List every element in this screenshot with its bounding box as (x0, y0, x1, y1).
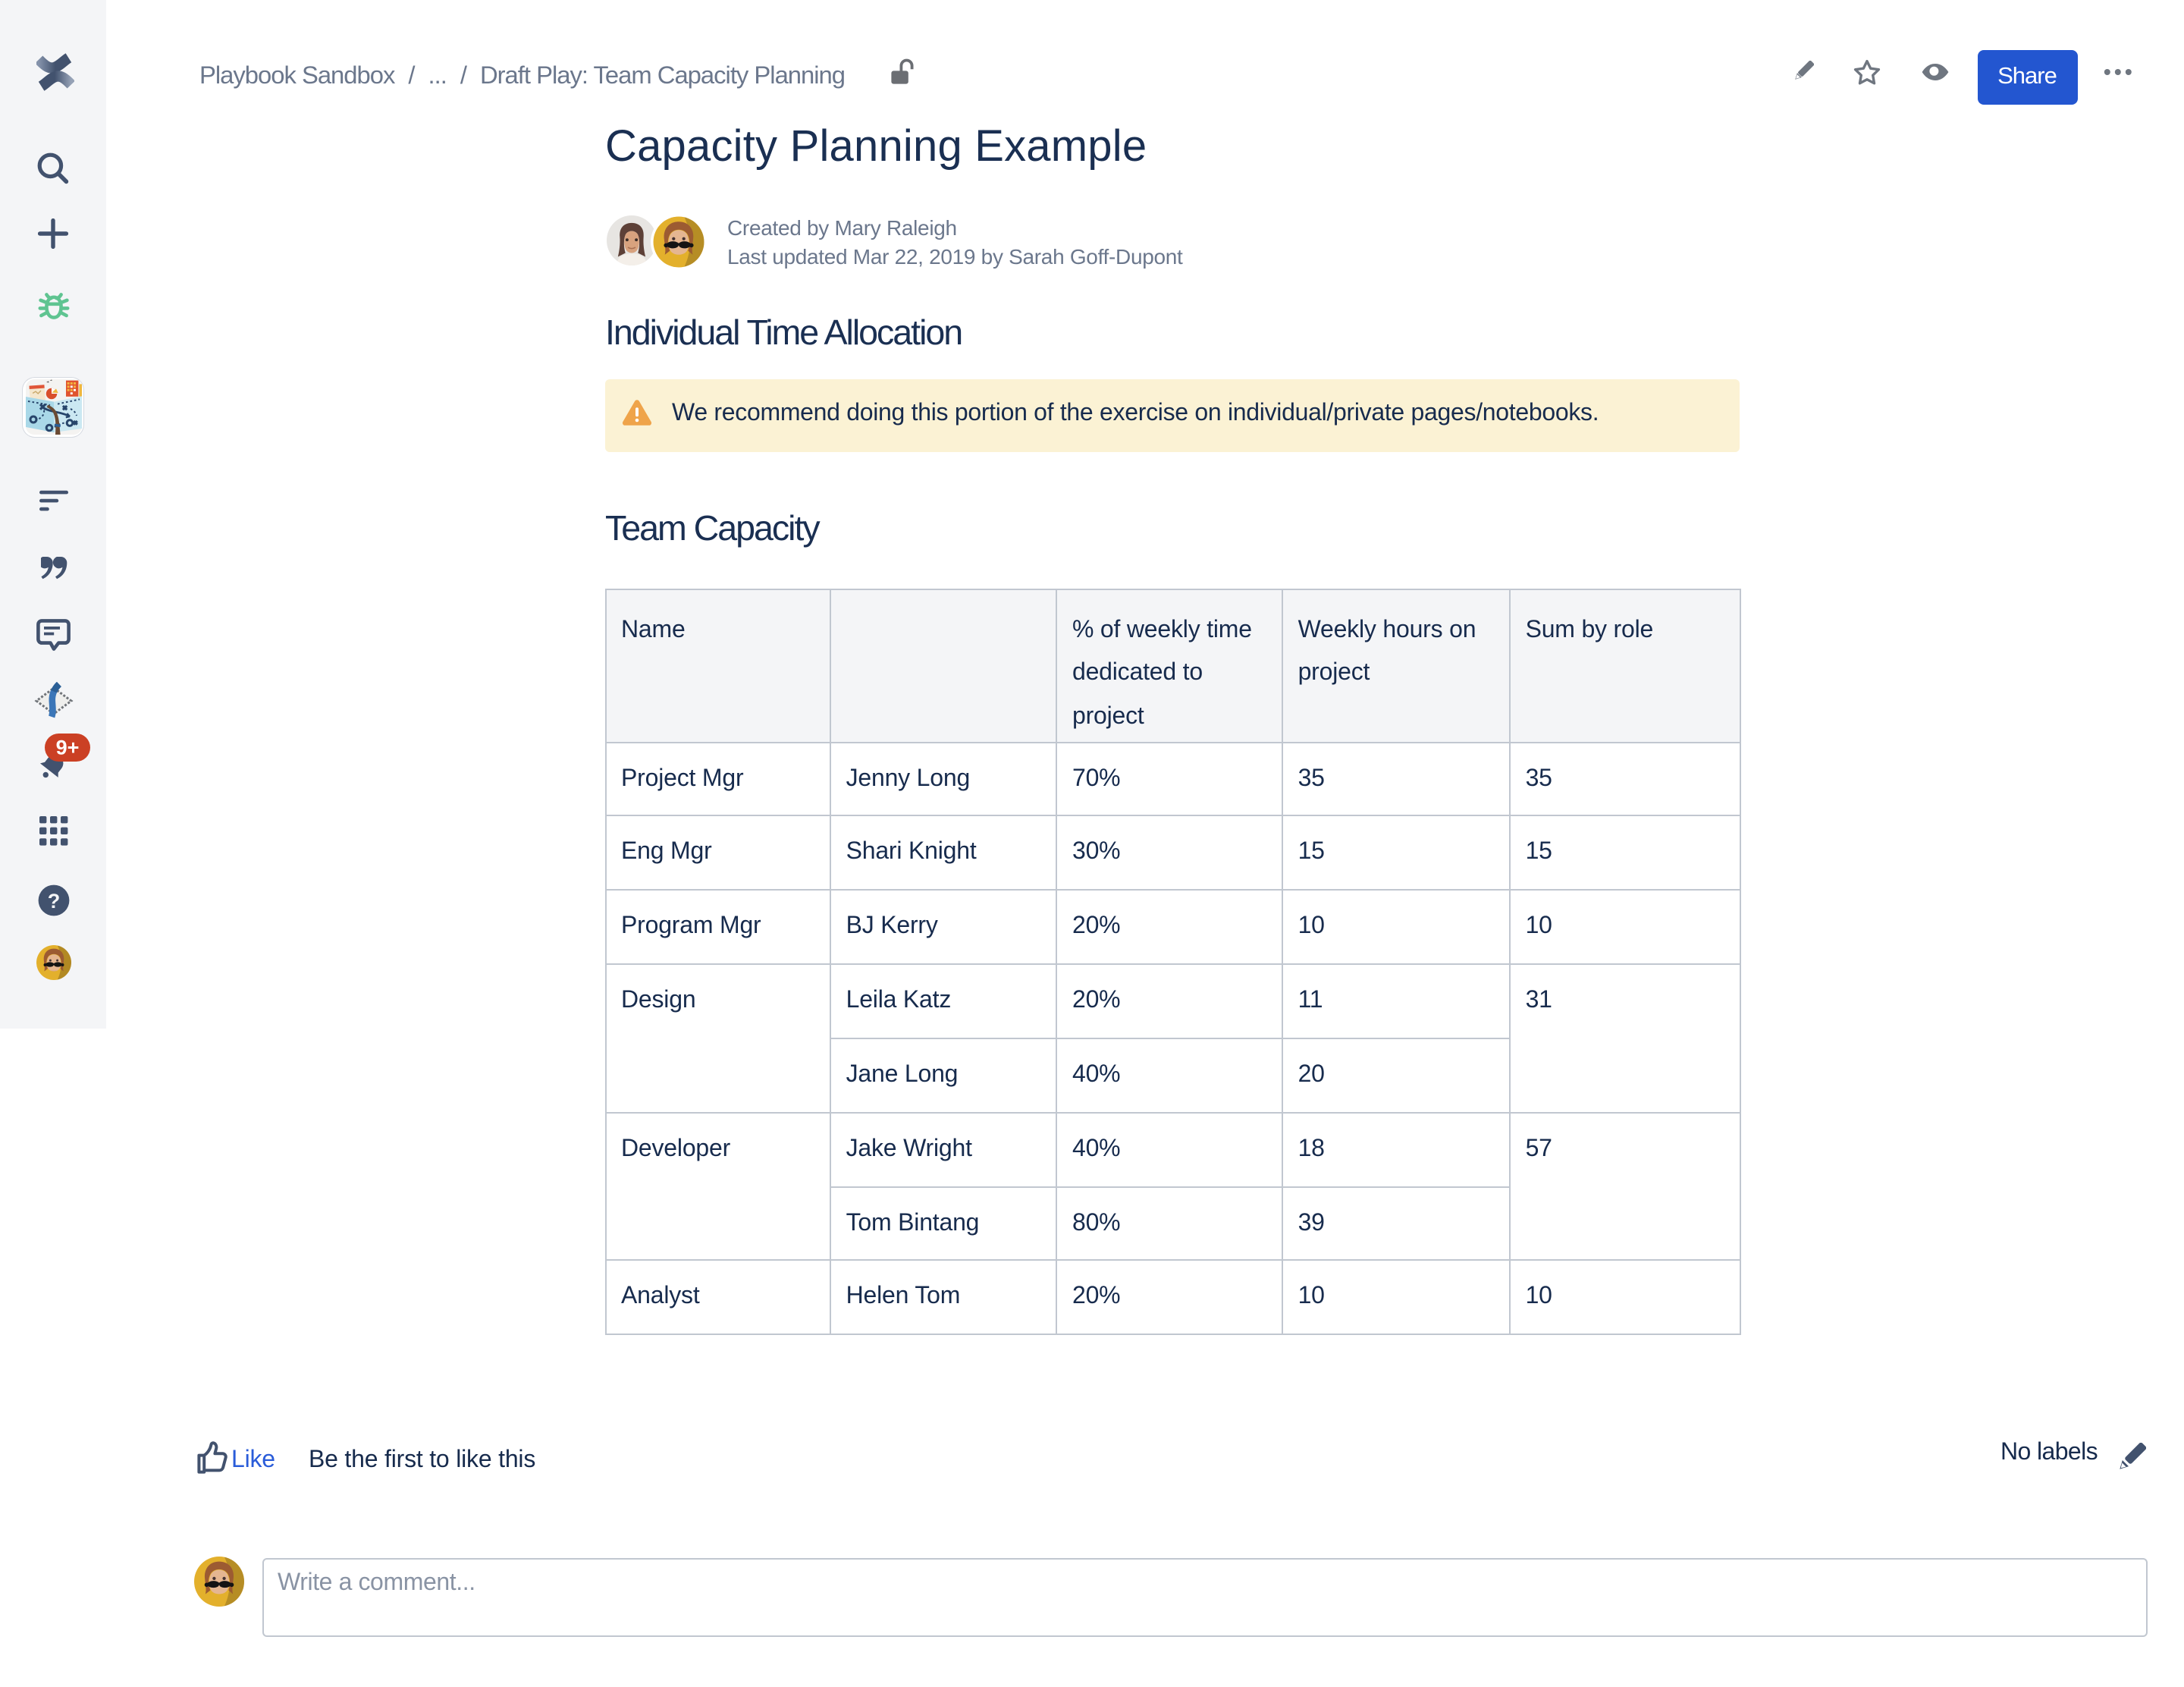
svg-text:?: ? (47, 890, 60, 913)
svg-text:9+: 9+ (56, 737, 80, 759)
